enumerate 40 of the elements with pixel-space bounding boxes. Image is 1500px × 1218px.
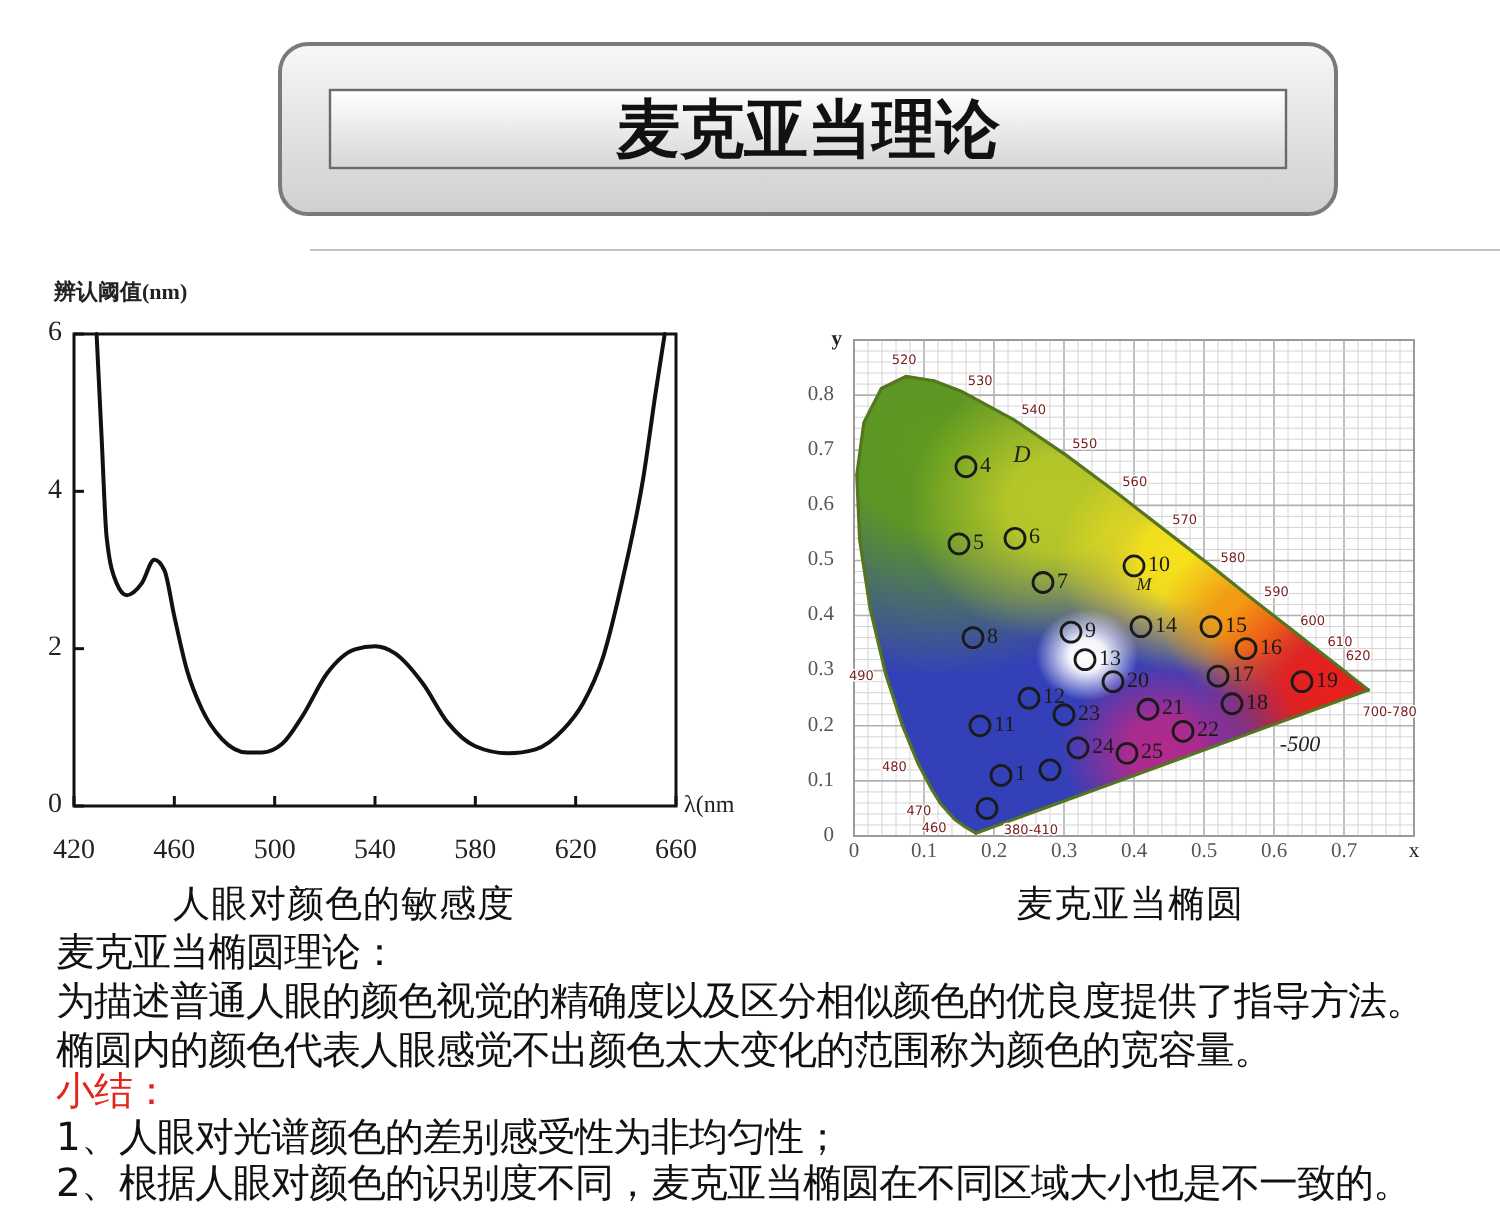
x-axis-title: x — [1408, 840, 1421, 863]
x-tick-label: 0.5 — [1190, 840, 1218, 863]
text: 1、人眼对光谱颜色的差别感受性为非均匀性； — [56, 1114, 841, 1160]
y-tick-label: 6 — [48, 318, 62, 349]
y-axis-title: y — [831, 328, 844, 351]
x-tick-label: 0.7 — [1330, 840, 1358, 863]
y-tick-label: 0.2 — [807, 714, 834, 737]
y-tick-label: 0.6 — [807, 494, 834, 517]
x-tick-label: 0.2 — [980, 840, 1008, 863]
y-tick-label: 0.4 — [807, 604, 836, 627]
x-tick-label: 0.1 — [910, 840, 938, 863]
text: 麦克亚当椭圆 — [1016, 884, 1244, 927]
x-tick-label: 540 — [354, 836, 396, 867]
x-tick-label: 0.4 — [1120, 840, 1149, 863]
x-tick-label: 620 — [554, 836, 597, 867]
x-tick-label: 420 — [53, 836, 95, 867]
text: 小结： — [56, 1068, 170, 1114]
text: 人眼对颜色的敏感度 — [173, 882, 515, 927]
text: 椭圆内的颜色代表人眼感觉不出颜色太大变化的范围称为颜色的宽容量。 — [56, 1027, 1272, 1073]
y-tick-label: 0.5 — [807, 549, 834, 572]
text: 麦克亚当理论 — [616, 91, 1002, 167]
y-axis-title: 辨认阈值(nm) — [52, 279, 188, 306]
y-tick-label: 2 — [48, 633, 62, 664]
text: 麦克亚当椭圆理论： — [56, 929, 398, 975]
y-tick-label: 0.1 — [807, 769, 834, 792]
x-tick-label: 0 — [848, 840, 860, 863]
y-tick-label: 4 — [48, 475, 62, 506]
y-tick-label: 0.3 — [807, 659, 834, 682]
y-tick-label: 0.8 — [807, 383, 834, 406]
x-tick-label: 0.3 — [1050, 840, 1078, 863]
x-tick-label: 0.6 — [1260, 840, 1288, 863]
y-tick-label: 0.7 — [807, 439, 834, 462]
x-axis-title: λ(nm — [684, 789, 736, 818]
y-tick-label: 0 — [48, 790, 62, 821]
x-tick-label: 500 — [253, 836, 296, 867]
text: 2、根据人眼对颜色的识别度不同，麦克亚当椭圆在不同区域大小也是不一致的。 — [56, 1160, 1411, 1206]
x-tick-label: 660 — [655, 836, 697, 867]
x-tick-label: 580 — [454, 836, 497, 867]
text: 为描述普通人眼的颜色视觉的精确度以及区分相似颜色的优良度提供了指导方法。 — [56, 978, 1424, 1024]
x-tick-label: 460 — [153, 836, 196, 867]
